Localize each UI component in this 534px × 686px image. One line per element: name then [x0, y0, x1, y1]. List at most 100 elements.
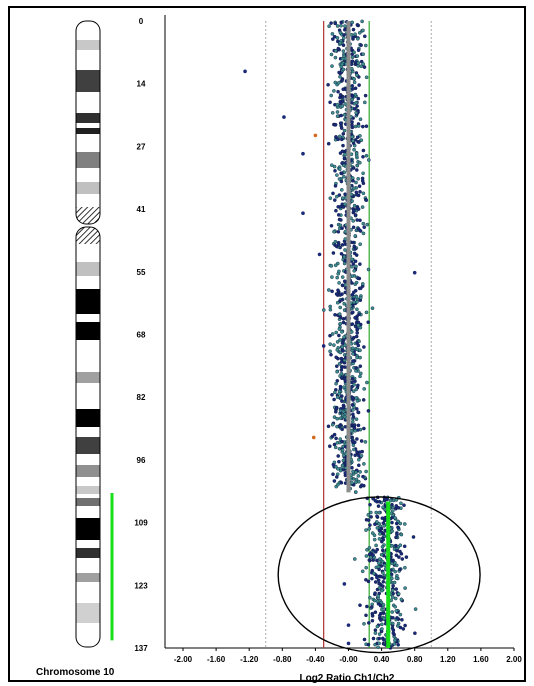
data-point: [361, 171, 365, 176]
data-point: [335, 102, 340, 107]
data-point: [376, 594, 381, 598]
data-point: [351, 219, 356, 223]
data-point: [364, 198, 369, 202]
data-point: [376, 561, 381, 565]
x-tick-label: -0.40: [306, 655, 325, 664]
data-point: [326, 141, 331, 146]
data-point: [377, 499, 382, 504]
data-point: [362, 345, 366, 349]
data-point: [338, 321, 343, 326]
data-point: [357, 312, 361, 317]
data-point-outlier: [243, 69, 247, 74]
data-point: [342, 156, 347, 161]
data-point: [370, 618, 375, 623]
data-point: [355, 300, 359, 304]
data-point: [364, 75, 369, 80]
data-point: [335, 348, 340, 352]
data-point: [390, 588, 395, 593]
data-point: [337, 177, 342, 181]
data-point: [343, 102, 348, 106]
data-point: [354, 280, 359, 285]
data-point: [328, 349, 332, 354]
ideogram-q-arm-outline: [75, 226, 101, 648]
data-point: [353, 124, 358, 129]
data-point: [351, 27, 356, 32]
x-tick-label: -1.60: [207, 655, 226, 664]
data-point: [382, 576, 387, 580]
data-point: [381, 571, 385, 575]
data-point: [335, 275, 340, 280]
data-point: [337, 193, 342, 197]
data-point: [353, 315, 357, 320]
data-point: [341, 131, 346, 136]
data-point: [375, 558, 379, 563]
data-point: [355, 218, 359, 222]
data-point: [352, 50, 356, 55]
data-point: [380, 607, 384, 612]
data-point: [330, 434, 335, 439]
chromosome-label: Chromosome 10: [36, 667, 115, 678]
data-point: [351, 351, 355, 356]
data-point: [360, 569, 365, 574]
data-point: [380, 622, 384, 627]
data-point: [358, 218, 362, 223]
data-point: [350, 55, 355, 60]
data-point: [349, 101, 354, 105]
data-point: [373, 522, 377, 527]
data-point: [332, 415, 337, 419]
data-point: [355, 450, 359, 454]
data-point: [363, 93, 368, 98]
data-point: [329, 264, 334, 268]
data-point: [389, 543, 394, 548]
data-point: [358, 117, 363, 121]
data-point: [379, 526, 384, 531]
data-point: [397, 555, 401, 559]
data-point: [368, 510, 373, 515]
data-point: [358, 348, 362, 353]
data-point: [380, 548, 385, 553]
data-point: [358, 371, 363, 376]
data-point: [340, 399, 344, 403]
data-point: [393, 516, 397, 520]
data-point: [371, 553, 375, 557]
data-point: [330, 64, 334, 68]
data-point: [377, 585, 382, 590]
data-point: [351, 297, 356, 302]
data-point: [357, 160, 362, 165]
data-point: [377, 641, 381, 646]
data-point: [362, 387, 367, 391]
data-point: [338, 468, 343, 473]
data-point: [356, 323, 361, 328]
data-point: [396, 643, 401, 647]
data-point: [393, 569, 398, 574]
data-point: [342, 113, 347, 117]
data-point: [373, 580, 378, 584]
highlight-ellipse: [277, 496, 481, 654]
data-point: [377, 537, 382, 541]
data-point: [354, 407, 359, 411]
data-point: [398, 612, 403, 617]
data-point: [333, 239, 338, 244]
data-point: [358, 450, 362, 454]
data-point: [337, 333, 341, 338]
data-point: [367, 552, 372, 557]
data-point: [351, 178, 355, 183]
data-point: [359, 453, 364, 458]
data-point: [330, 111, 335, 115]
data-point: [356, 457, 361, 462]
data-point: [376, 565, 381, 569]
data-point: [404, 555, 409, 559]
data-point: [354, 264, 358, 269]
data-point: [360, 124, 365, 129]
data-point: [335, 378, 340, 383]
data-point: [332, 89, 336, 93]
data-point: [395, 616, 399, 620]
data-point: [361, 52, 366, 57]
data-point: [411, 535, 416, 539]
data-point: [373, 631, 378, 635]
y-tick-label: 137: [134, 644, 148, 653]
data-point: [357, 30, 362, 35]
data-point: [334, 330, 339, 335]
data-point: [359, 138, 364, 142]
data-point: [399, 597, 404, 602]
